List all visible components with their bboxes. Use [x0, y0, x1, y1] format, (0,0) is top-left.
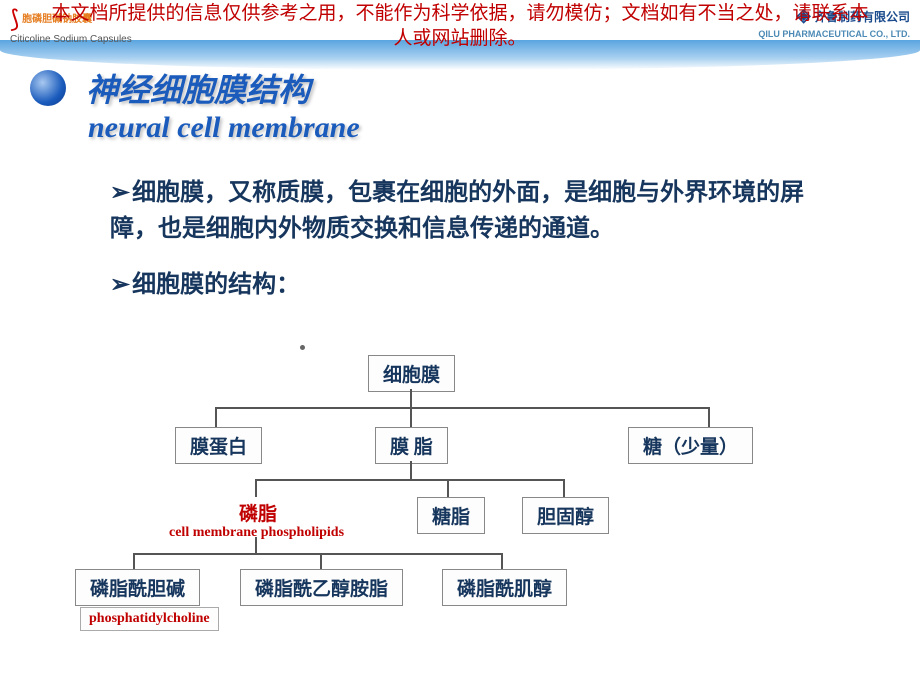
- bullet-icon: ➢: [110, 272, 130, 298]
- content-area: ➢细胞膜，又称质膜，包裹在细胞的外面，是细胞与外界环境的屏障，也是细胞内外物质交…: [110, 175, 840, 323]
- node-l3c: 磷脂酰肌醇: [442, 569, 567, 606]
- dot-icon: [300, 345, 305, 350]
- node-l2b: 糖脂: [417, 497, 485, 534]
- node-l1c: 糖（少量）: [628, 427, 753, 464]
- connector-line: [133, 553, 135, 569]
- node-l3b: 磷脂酰乙醇胺脂: [240, 569, 403, 606]
- connector-line: [255, 537, 257, 553]
- title-bullet-icon: [30, 70, 66, 106]
- connector-line: [320, 553, 322, 569]
- connector-line: [255, 479, 565, 481]
- connector-line: [215, 407, 710, 409]
- connector-line: [563, 479, 565, 497]
- connector-line: [410, 389, 412, 407]
- title-zh: 神经细胞膜结构: [86, 65, 310, 111]
- bullet-icon: ➢: [110, 180, 130, 206]
- node-l3a: 磷脂酰胆碱: [75, 569, 200, 606]
- node-root: 细胞膜: [368, 355, 455, 392]
- slide-title: 神经细胞膜结构 neural cell membrane: [30, 65, 360, 145]
- connector-line: [708, 407, 710, 427]
- connector-line: [133, 553, 503, 555]
- paragraph-1: ➢细胞膜，又称质膜，包裹在细胞的外面，是细胞与外界环境的屏障，也是细胞内外物质交…: [110, 175, 840, 247]
- paragraph-2: ➢细胞膜的结构：: [110, 267, 840, 303]
- node-l1b: 膜 脂: [375, 427, 448, 464]
- hierarchy-diagram: 细胞膜 膜蛋白 膜 脂 糖（少量） 磷脂 cell membrane phosp…: [0, 355, 920, 695]
- node-l3a-sub: phosphatidylcholine: [80, 607, 219, 631]
- node-l1a: 膜蛋白: [175, 427, 262, 464]
- title-en: neural cell membrane: [88, 111, 360, 145]
- connector-line: [501, 553, 503, 569]
- connector-line: [410, 461, 412, 479]
- connector-line: [410, 407, 412, 427]
- connector-line: [447, 479, 449, 497]
- disclaimer-text: 本文档所提供的信息仅供参考之用，不能作为科学依据，请勿模仿；文档如有不当之处，请…: [0, 2, 920, 51]
- connector-line: [215, 407, 217, 427]
- node-l2c: 胆固醇: [522, 497, 609, 534]
